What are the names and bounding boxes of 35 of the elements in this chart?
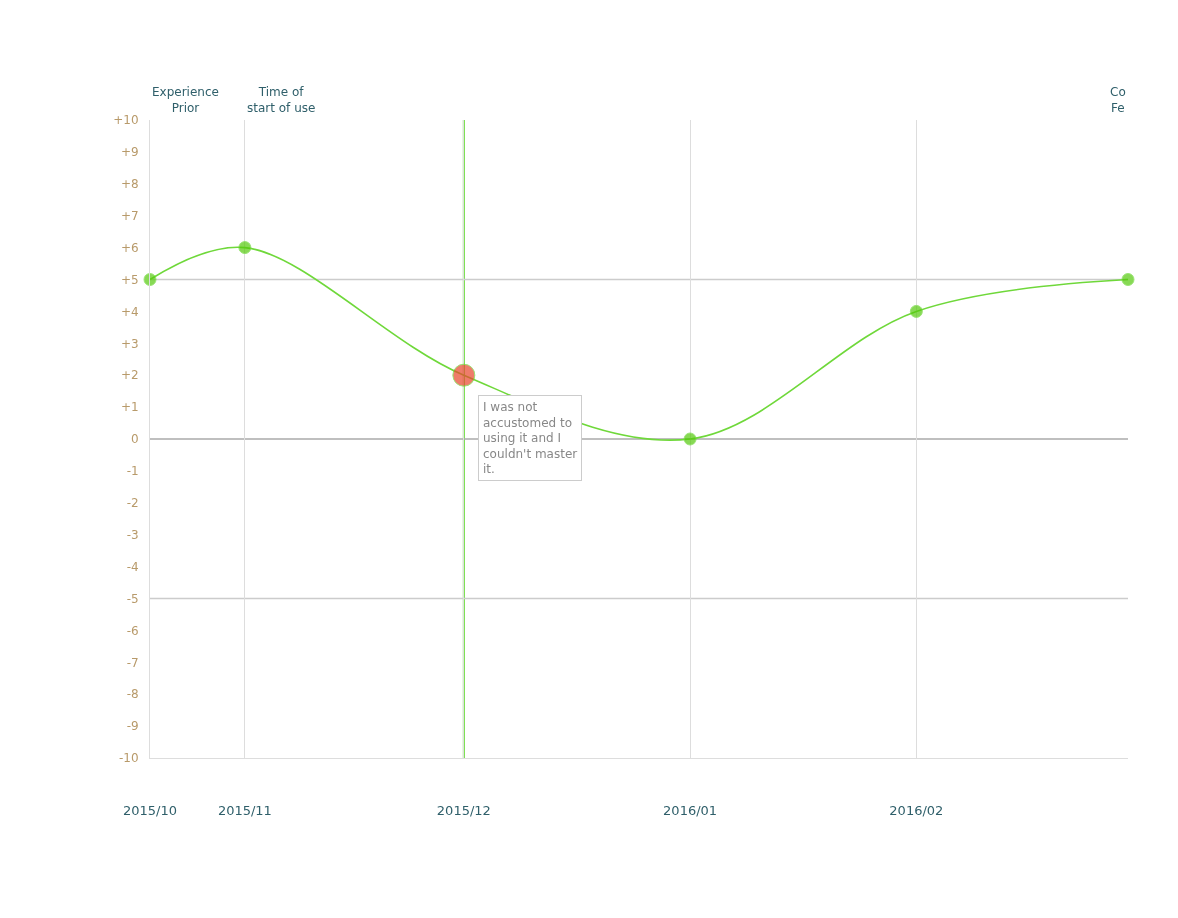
y-tick-label: +10 — [113, 113, 139, 128]
x-tick-label: 2015/12 — [436, 802, 491, 818]
y-tick-label: -8 — [126, 687, 139, 702]
point — [238, 241, 252, 255]
y-tick-label: -4 — [126, 559, 139, 574]
y-tick-label: +2 — [120, 368, 139, 383]
x-tick-label: 2016/02 — [889, 802, 944, 818]
y-tick-label: +8 — [120, 177, 139, 191]
text: Experience Prior — [152, 85, 219, 115]
y-tick-label: -1 — [126, 464, 139, 479]
text: Time of start of use — [247, 85, 316, 115]
y-tick-label: -6 — [126, 623, 139, 638]
y-tick-label: -10 — [118, 751, 139, 766]
x-tick-label: 2015/10 — [122, 802, 178, 818]
point — [909, 304, 923, 318]
y-tick-label: -9 — [126, 719, 139, 734]
annotation: I was not accustomed to using it and I couldn't master it. — [483, 400, 578, 477]
y-tick-label: -2 — [126, 496, 139, 510]
x-tick-label: 2016/01 — [663, 802, 718, 818]
point — [143, 273, 157, 286]
y-tick-label: +1 — [120, 400, 139, 415]
y-tick-label: +5 — [120, 272, 139, 287]
y-tick-label: -3 — [126, 527, 139, 542]
y-tick-label: 0 — [130, 432, 139, 447]
point — [683, 432, 697, 446]
y-tick-label: +3 — [120, 336, 139, 351]
y-tick-label: -5 — [126, 591, 139, 606]
y-tick-label: +4 — [120, 304, 139, 319]
x-tick-label: 2015/11 — [217, 802, 272, 818]
y-tick-label: +9 — [120, 145, 139, 160]
y-tick-label: +7 — [120, 208, 139, 223]
y-tick-label: +6 — [120, 240, 139, 255]
y-tick-label: -7 — [126, 655, 139, 670]
point — [1121, 273, 1135, 286]
text: Co Fe — [1110, 85, 1126, 115]
